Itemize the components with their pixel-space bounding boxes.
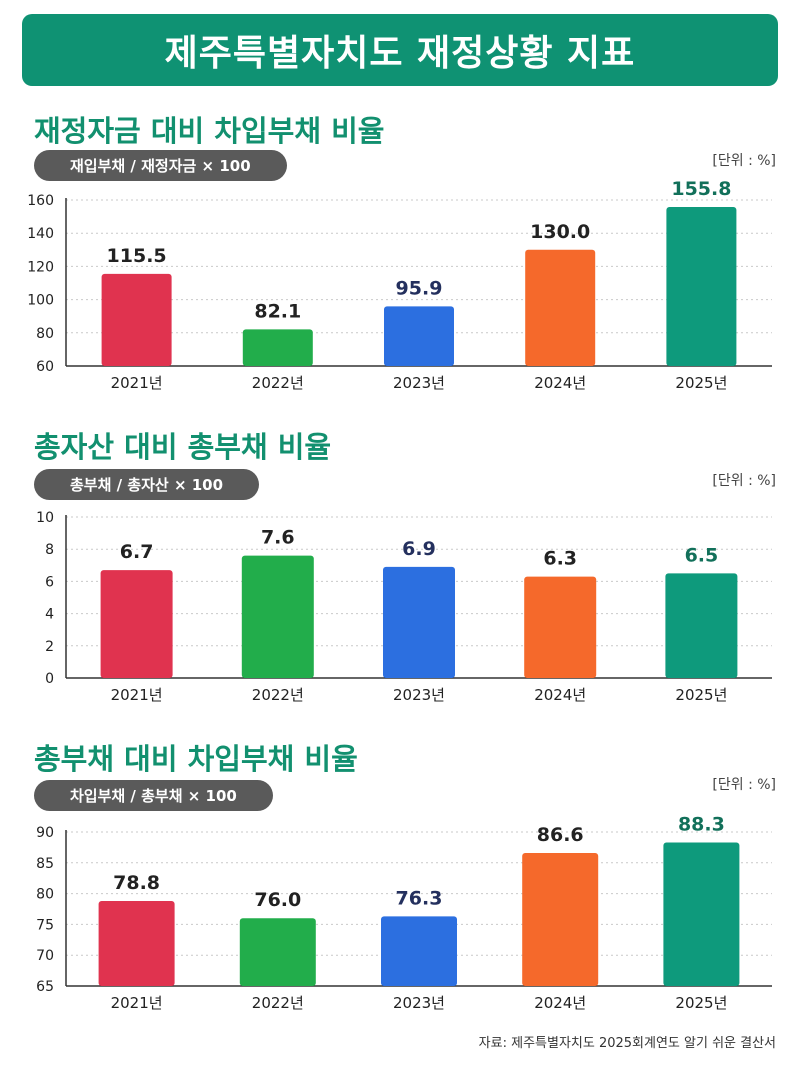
bar-2023년 bbox=[381, 916, 457, 986]
bar-2023년 bbox=[383, 566, 455, 678]
x-tick-label: 2025년 bbox=[675, 994, 727, 1012]
y-tick-label: 85 bbox=[36, 856, 54, 872]
chart1-formula: 재입부채 / 재정자금 × 100 bbox=[34, 150, 287, 181]
bar-value-label: 7.6 bbox=[261, 527, 295, 549]
bar-2022년 bbox=[239, 918, 316, 986]
y-tick-label: 75 bbox=[36, 917, 54, 933]
bar-2023년 bbox=[384, 306, 454, 366]
y-tick-label: 8 bbox=[45, 542, 54, 558]
y-tick-label: 80 bbox=[36, 326, 54, 342]
bar-value-label: 82.1 bbox=[254, 300, 301, 322]
x-tick-label: 2024년 bbox=[534, 686, 586, 704]
bar-value-label: 86.6 bbox=[537, 824, 584, 846]
y-tick-label: 2 bbox=[45, 639, 54, 655]
chart3-title: 총부채 대비 차입부채 비율 bbox=[34, 742, 358, 776]
bar-value-label: 88.3 bbox=[678, 813, 725, 835]
bar-value-label: 6.3 bbox=[543, 548, 577, 570]
y-tick-label: 80 bbox=[36, 887, 54, 903]
page-title-banner: 제주특별자치도 재정상황 지표 bbox=[22, 14, 778, 86]
x-tick-label: 2022년 bbox=[252, 374, 304, 392]
x-tick-label: 2023년 bbox=[393, 686, 445, 704]
x-tick-label: 2022년 bbox=[252, 686, 304, 704]
chart3-svg: 65 70 75 80 85 90 78.8 2021년 76.0 2022년 76.3 2023년 8… bbox=[36, 813, 772, 1012]
y-tick-label: 65 bbox=[36, 979, 54, 995]
page-title: 제주특별자치도 재정상황 지표 bbox=[164, 33, 636, 74]
chart2-title: 총자산 대비 총부채 비율 bbox=[34, 430, 332, 464]
bar-2021년 bbox=[101, 273, 172, 366]
bar-value-label: 155.8 bbox=[671, 178, 731, 200]
x-tick-label: 2023년 bbox=[393, 994, 445, 1012]
bar-2021년 bbox=[100, 570, 173, 678]
bar-2024년 bbox=[522, 852, 599, 986]
bar-value-label: 6.9 bbox=[402, 538, 436, 560]
x-tick-label: 2024년 bbox=[534, 994, 586, 1012]
x-tick-label: 2023년 bbox=[393, 374, 445, 392]
x-tick-label: 2025년 bbox=[675, 686, 727, 704]
bar-value-label: 130.0 bbox=[530, 221, 590, 243]
bar-value-label: 76.3 bbox=[396, 887, 443, 909]
bar-value-label: 95.9 bbox=[396, 277, 443, 299]
y-tick-label: 90 bbox=[36, 825, 54, 841]
y-tick-label: 120 bbox=[27, 259, 54, 275]
bar-2022년 bbox=[241, 555, 314, 678]
chart1-unit: [단위 : %] bbox=[712, 153, 776, 169]
chart1-title: 재정자금 대비 차입부채 비율 bbox=[34, 114, 385, 148]
y-tick-label: 10 bbox=[36, 510, 54, 526]
y-tick-label: 160 bbox=[27, 193, 54, 209]
x-tick-label: 2021년 bbox=[111, 994, 163, 1012]
bar-2025년 bbox=[665, 573, 738, 678]
y-tick-label: 4 bbox=[45, 607, 54, 623]
chart1-svg: 60 80 100 120 140 160 115.5 2021년 82.1 2022년 95.9 2… bbox=[27, 178, 772, 392]
bar-value-label: 76.0 bbox=[254, 889, 301, 911]
bar-2025년 bbox=[666, 206, 737, 366]
y-tick-label: 100 bbox=[27, 293, 54, 309]
chart3-formula: 차입부채 / 총부채 × 100 bbox=[34, 780, 273, 811]
bar-value-label: 6.5 bbox=[685, 544, 719, 566]
bar-2022년 bbox=[242, 329, 313, 366]
bar-2024년 bbox=[525, 249, 596, 366]
bar-2024년 bbox=[524, 576, 597, 678]
bar-2025년 bbox=[663, 842, 740, 986]
x-tick-label: 2021년 bbox=[111, 374, 163, 392]
x-tick-label: 2024년 bbox=[534, 374, 586, 392]
x-tick-label: 2025년 bbox=[675, 374, 727, 392]
y-tick-label: 140 bbox=[27, 226, 54, 242]
chart3-unit: [단위 : %] bbox=[712, 777, 776, 793]
x-tick-label: 2021년 bbox=[111, 686, 163, 704]
chart2-svg: 0 2 4 6 8 10 6.7 2021년 7.6 2022년 6.9 2023년 6.3 2024년 6… bbox=[36, 510, 772, 704]
bar-value-label: 78.8 bbox=[113, 872, 160, 894]
y-tick-label: 0 bbox=[45, 671, 54, 687]
chart2-formula: 총부채 / 총자산 × 100 bbox=[34, 469, 260, 500]
y-tick-label: 70 bbox=[36, 948, 54, 964]
x-tick-label: 2022년 bbox=[252, 994, 304, 1012]
y-tick-label: 6 bbox=[45, 574, 54, 590]
y-tick-label: 60 bbox=[36, 359, 54, 375]
bar-2021년 bbox=[98, 900, 175, 986]
source-note: 자료: 제주특별자치도 2025회계연도 알기 쉬운 결산서 bbox=[478, 1036, 776, 1051]
bar-value-label: 6.7 bbox=[120, 541, 154, 563]
chart2-unit: [단위 : %] bbox=[712, 473, 776, 489]
bar-value-label: 115.5 bbox=[107, 245, 167, 267]
